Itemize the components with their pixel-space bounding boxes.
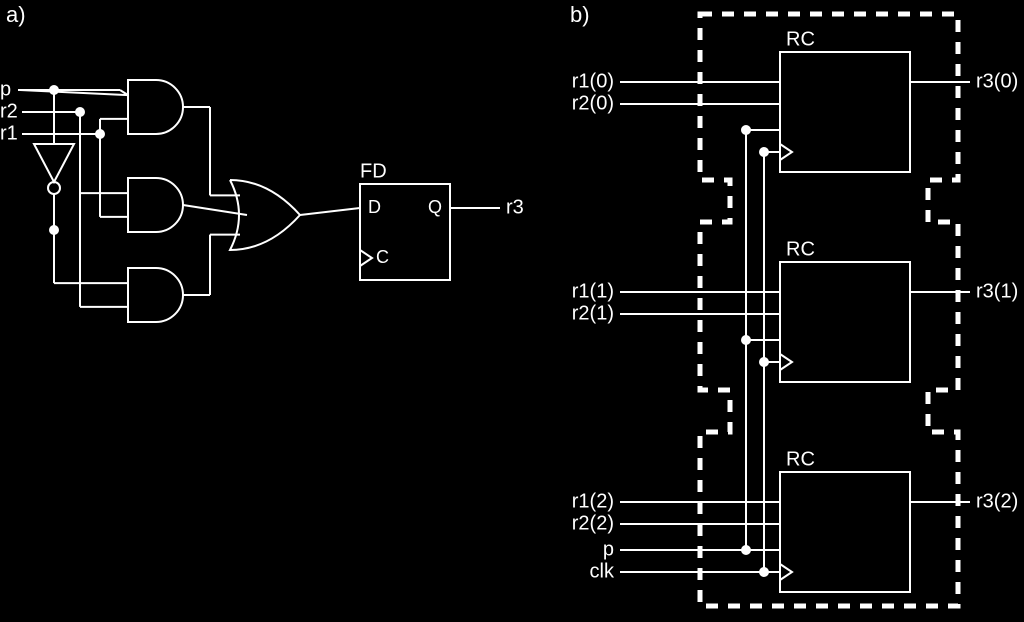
input-p-label: p: [0, 78, 11, 100]
rc-title-2: RC: [786, 448, 815, 470]
ff-d-label: D: [368, 197, 381, 217]
rc-out-label-0: r3(0): [976, 70, 1018, 92]
rc-in1-label-1: r1(1): [572, 280, 614, 302]
rc-in1-label-2: r1(2): [572, 490, 614, 512]
ff-q-label: Q: [428, 197, 442, 217]
rc-in2-label-1: r2(1): [572, 302, 614, 324]
rc-block-0: RC r1(0)r2(0) r3(0): [572, 28, 1018, 172]
input-r1-label: r1: [0, 122, 18, 144]
rc-in1-label-0: r1(0): [572, 70, 614, 92]
panel-b-label: b): [570, 2, 590, 27]
rc-title-1: RC: [786, 238, 815, 260]
dashed-boundary: [700, 14, 958, 606]
output-r3-label: r3: [506, 196, 524, 218]
panel-a: a) pr2r1 FD D Q Cr3: [0, 2, 524, 322]
ff-title: FD: [360, 160, 387, 182]
panel-a-label: a): [6, 2, 26, 27]
ff-c-label: C: [376, 247, 389, 267]
circuit-diagram: a)pr2r1FDDQCr3b)RCr1(0)r2(0)r3(0)RCr1(1)…: [0, 0, 1024, 622]
rc-in2-label-2: r2(2): [572, 512, 614, 534]
shared-clk-label: clk: [590, 560, 615, 582]
rc-block-2: RC r1(2)r2(2) r3(2): [572, 448, 1018, 592]
rc-block-1: RC r1(1)r2(1) r3(1): [572, 238, 1018, 382]
panel-b: b) RC r1(0)r2(0) r3(0) RC r1(1)r2(1) r3(1) RC r1…: [570, 2, 1018, 606]
rc-title-0: RC: [786, 28, 815, 50]
input-r2-label: r2: [0, 100, 18, 122]
shared-p-label: p: [603, 538, 614, 560]
rc-out-label-2: r3(2): [976, 490, 1018, 512]
rc-out-label-1: r3(1): [976, 280, 1018, 302]
rc-in2-label-0: r2(0): [572, 92, 614, 114]
